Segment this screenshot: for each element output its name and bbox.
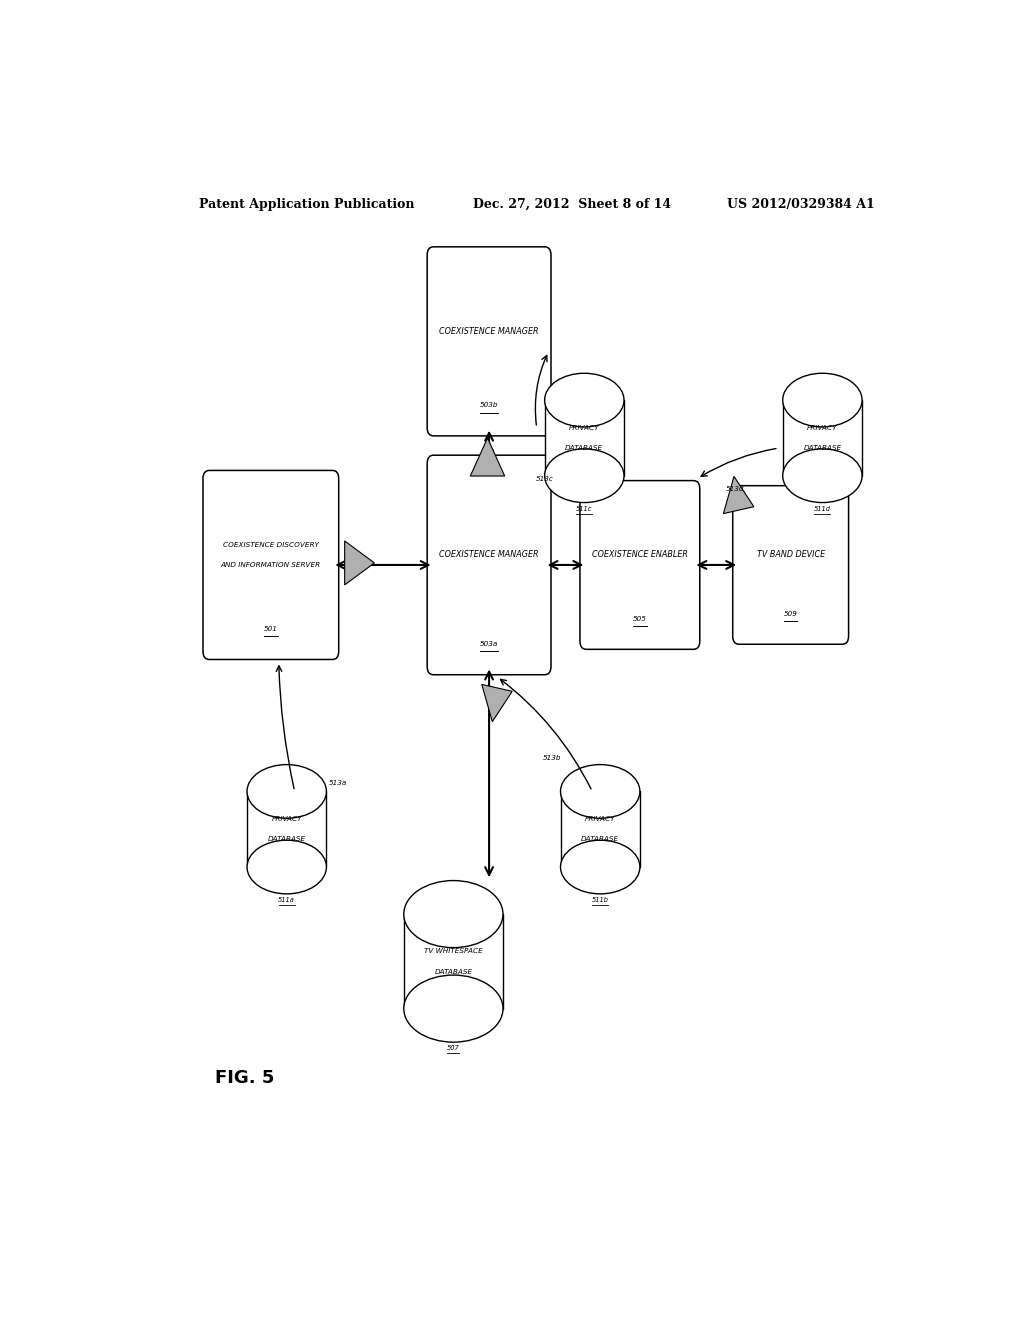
Text: FIG. 5: FIG. 5 <box>215 1069 274 1088</box>
Text: TV BAND DEVICE: TV BAND DEVICE <box>757 550 824 560</box>
Ellipse shape <box>560 841 640 894</box>
Ellipse shape <box>545 374 624 426</box>
Text: 511a: 511a <box>279 896 295 903</box>
Text: 503a: 503a <box>480 642 499 647</box>
Text: AND INFORMATION SERVER: AND INFORMATION SERVER <box>221 562 321 568</box>
FancyBboxPatch shape <box>733 486 849 644</box>
Ellipse shape <box>247 764 327 818</box>
Ellipse shape <box>247 841 327 894</box>
Text: 513b: 513b <box>544 755 562 762</box>
Text: DATABASE: DATABASE <box>582 837 620 842</box>
Text: 513d: 513d <box>726 486 744 492</box>
Text: 505: 505 <box>633 616 647 622</box>
Text: 513c: 513c <box>536 475 554 482</box>
Text: COEXISTENCE MANAGER: COEXISTENCE MANAGER <box>439 326 539 335</box>
FancyBboxPatch shape <box>580 480 699 649</box>
Text: DATABASE: DATABASE <box>804 445 842 451</box>
Text: 507: 507 <box>447 1045 460 1051</box>
Text: DATABASE: DATABASE <box>565 445 603 451</box>
Text: 513a: 513a <box>329 780 347 787</box>
Bar <box>403 913 503 1008</box>
Polygon shape <box>470 438 505 477</box>
Text: PRIVACY: PRIVACY <box>807 425 838 430</box>
Text: 509: 509 <box>783 611 798 616</box>
Text: DATABASE: DATABASE <box>267 837 306 842</box>
Ellipse shape <box>782 374 862 426</box>
Bar <box>545 400 624 475</box>
Ellipse shape <box>560 764 640 818</box>
Polygon shape <box>345 541 375 585</box>
Text: 511d: 511d <box>814 506 830 512</box>
Text: TV WHITESPACE: TV WHITESPACE <box>424 948 482 954</box>
Polygon shape <box>723 477 754 513</box>
Text: 511b: 511b <box>592 896 608 903</box>
FancyBboxPatch shape <box>203 470 339 660</box>
Ellipse shape <box>782 449 862 503</box>
Bar <box>247 792 327 867</box>
Ellipse shape <box>545 449 624 503</box>
Polygon shape <box>481 685 512 722</box>
Bar <box>782 400 862 475</box>
Text: COEXISTENCE DISCOVERY: COEXISTENCE DISCOVERY <box>223 541 318 548</box>
Text: COEXISTENCE ENABLER: COEXISTENCE ENABLER <box>592 550 688 560</box>
Text: COEXISTENCE MANAGER: COEXISTENCE MANAGER <box>439 550 539 560</box>
Bar <box>560 792 640 867</box>
Text: US 2012/0329384 A1: US 2012/0329384 A1 <box>727 198 874 211</box>
Ellipse shape <box>403 975 503 1043</box>
Text: 511c: 511c <box>577 506 593 512</box>
Text: PRIVACY: PRIVACY <box>585 816 615 822</box>
FancyBboxPatch shape <box>427 247 551 436</box>
Text: 501: 501 <box>264 626 278 632</box>
Text: Patent Application Publication: Patent Application Publication <box>200 198 415 211</box>
Text: Dec. 27, 2012  Sheet 8 of 14: Dec. 27, 2012 Sheet 8 of 14 <box>473 198 672 211</box>
Text: DATABASE: DATABASE <box>434 969 472 974</box>
Text: PRIVACY: PRIVACY <box>271 816 302 822</box>
Ellipse shape <box>403 880 503 948</box>
FancyBboxPatch shape <box>427 455 551 675</box>
Text: PRIVACY: PRIVACY <box>569 425 600 430</box>
Text: 503b: 503b <box>480 403 499 408</box>
